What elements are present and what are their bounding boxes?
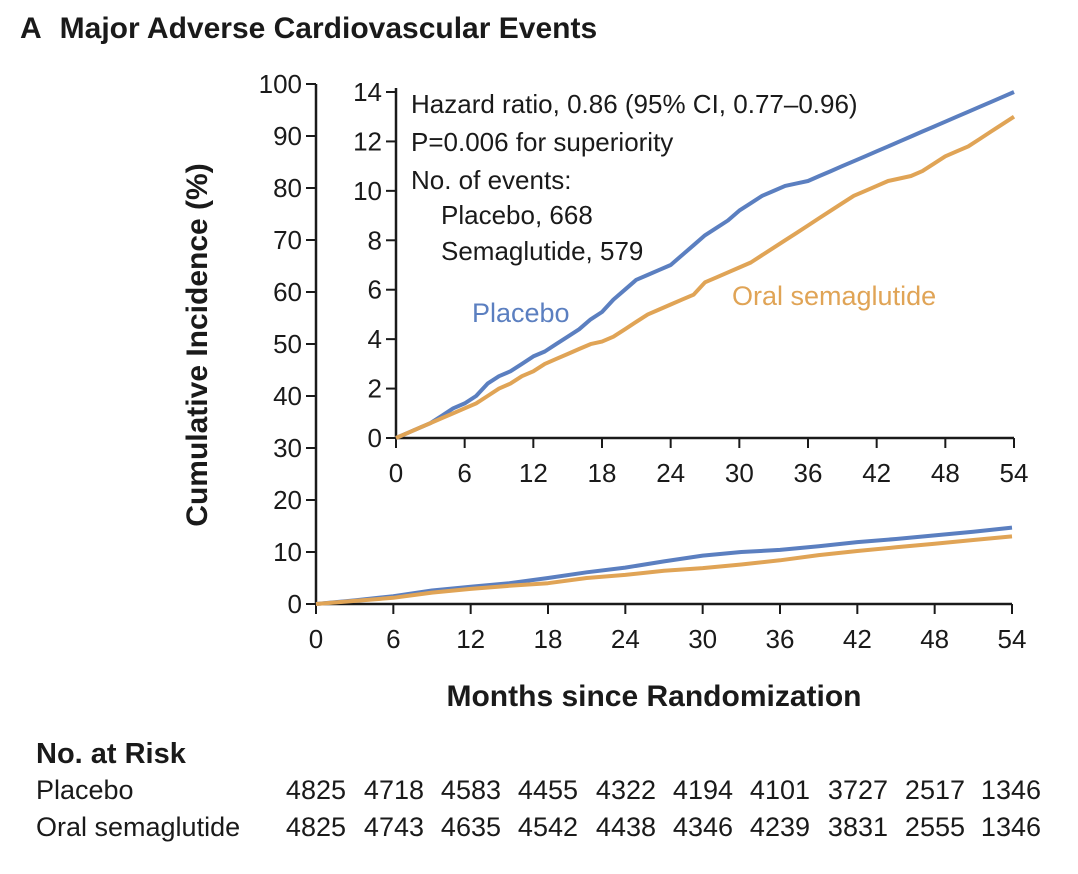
main-x-tick-label: 54 (998, 624, 1027, 654)
risk-table-cell: 2517 (904, 775, 965, 805)
risk-table-cell: 4322 (595, 775, 656, 805)
risk-table-cell: 4455 (517, 775, 578, 805)
risk-table-cell: 4583 (440, 775, 501, 805)
inset-x-tick-label: 36 (794, 458, 823, 488)
panel-title-text: Major Adverse Cardiovascular Events (59, 12, 598, 45)
inset-label-oral-semaglutide: Oral semaglutide (732, 281, 936, 311)
risk-table-cell: 2555 (904, 812, 965, 842)
risk-table-cell: 4542 (517, 812, 578, 842)
main-x-tick-label: 18 (534, 624, 563, 654)
risk-table-cell: 4825 (285, 812, 346, 842)
inset-x-tick-label: 30 (725, 458, 754, 488)
main-x-tick-label: 42 (843, 624, 872, 654)
inset-x-tick-label: 54 (1000, 458, 1029, 488)
inset-y-tick-label: 10 (353, 176, 382, 206)
annotation-events-title: No. of events: (411, 165, 571, 195)
main-y-tick-label: 20 (273, 485, 302, 515)
main-x-tick-label: 48 (920, 624, 949, 654)
risk-table-row: Oral semaglutide 4825 4743 4635 4542 4438 4346… (36, 812, 1066, 849)
main-series-line-placebo (315, 525, 1013, 606)
inset-series-line-placebo (395, 90, 1015, 440)
risk-table-cell: 1346 (980, 775, 1041, 805)
inset-x-tick-label: 6 (457, 458, 471, 488)
risk-table-cell: 4718 (363, 775, 424, 805)
main-x-tick-label: 0 (309, 624, 323, 654)
risk-table-row-label: Oral semaglutide (36, 812, 241, 842)
annotation-hazard-ratio: Hazard ratio, 0.86 (95% CI, 0.77–0.96) (411, 89, 858, 119)
risk-table-cell: 4239 (749, 812, 810, 842)
main-y-tick-label: 70 (273, 225, 302, 255)
annotation-events-item: Placebo, 668 (441, 200, 593, 230)
inset-x-tick-label: 12 (519, 458, 548, 488)
risk-table-title: No. at Risk (36, 738, 186, 770)
inset-series-line-oral-semaglutide (395, 115, 1016, 440)
main-y-tick-label: 50 (273, 329, 302, 359)
risk-table-row-label: Placebo (36, 775, 134, 805)
panel-title: A Major Adverse Cardiovascular Events (20, 12, 597, 46)
inset-y-tick-label: 0 (368, 423, 382, 453)
risk-table-cell: 4743 (363, 812, 424, 842)
main-y-tick-label: 90 (273, 121, 302, 151)
main-x-tick-label: 6 (386, 624, 400, 654)
risk-table-row: Placebo 4825 4718 4583 4455 4322 4194 4101 3727 2… (36, 775, 1066, 812)
inset-x-tick-label: 24 (656, 458, 685, 488)
panel-letter: A (20, 12, 42, 45)
risk-table-cell: 3831 (827, 812, 888, 842)
inset-y-tick-label: 4 (368, 324, 382, 354)
risk-table-cell: 1346 (980, 812, 1041, 842)
inset-y-tick-label: 8 (368, 225, 382, 255)
main-y-tick-label: 0 (288, 589, 302, 619)
main-y-axis-label: Cumulative Incidence (%) (181, 163, 214, 526)
inset-x-tick-label: 0 (389, 458, 403, 488)
inset-y-tick-label: 6 (368, 275, 382, 305)
risk-table-cell: 4194 (672, 775, 733, 805)
risk-table-rows: Placebo 4825 4718 4583 4455 4322 4194 4101 3727 2… (36, 775, 1066, 849)
risk-table-cell: 3727 (827, 775, 888, 805)
inset-y-tick-label: 12 (353, 126, 382, 156)
inset-background (338, 78, 1026, 494)
main-x-tick-label: 12 (456, 624, 485, 654)
risk-table-cell: 4101 (749, 775, 810, 805)
main-x-tick-label: 36 (766, 624, 795, 654)
risk-table-cell: 4346 (672, 812, 733, 842)
risk-table-cell: 4825 (285, 775, 346, 805)
inset-y-tick-label: 2 (368, 374, 382, 404)
risk-table-cell: 4635 (440, 812, 501, 842)
annotation-events-item: Semaglutide, 579 (441, 236, 643, 266)
main-x-axis-label: Months since Randomization (446, 680, 861, 713)
inset-x-tick-label: 42 (862, 458, 891, 488)
inset-x-tick-label: 48 (931, 458, 960, 488)
main-y-tick-label: 10 (273, 537, 302, 567)
main-y-tick-label: 40 (273, 381, 302, 411)
risk-table-cell: 4438 (595, 812, 656, 842)
main-series-line-oral-semaglutide (315, 534, 1013, 606)
main-y-tick-label: 100 (259, 69, 302, 99)
risk-table: No. at Risk Placebo 4825 4718 4583 4455 4322 4… (36, 738, 1066, 849)
inset-x-tick-label: 18 (588, 458, 617, 488)
main-y-tick-label: 80 (273, 173, 302, 203)
inset-y-tick-label: 14 (353, 77, 382, 107)
main-x-tick-label: 24 (611, 624, 640, 654)
annotation-p-value: P=0.006 for superiority (411, 127, 673, 157)
main-x-tick-label: 30 (688, 624, 717, 654)
inset-label-placebo: Placebo (472, 298, 570, 328)
main-y-tick-label: 30 (273, 433, 302, 463)
main-y-tick-label: 60 (273, 277, 302, 307)
